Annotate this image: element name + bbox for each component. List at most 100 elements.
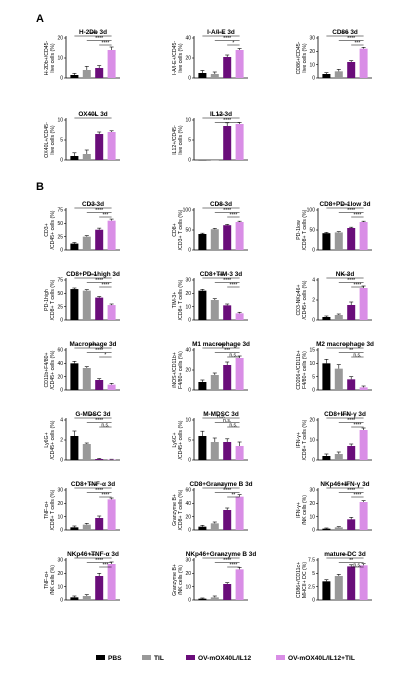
sig-label: ****	[230, 212, 238, 218]
bar	[235, 313, 244, 320]
bar	[107, 459, 116, 460]
y-axis-label-line: /CD8+ T cells (%)	[50, 489, 56, 530]
bar	[322, 363, 331, 390]
y-axis-label-line: live cells (%)	[178, 43, 184, 72]
bar	[107, 384, 116, 390]
y-tick-label: 40	[185, 348, 191, 354]
bar	[198, 526, 207, 530]
y-tick-label: 5	[312, 374, 315, 380]
bar	[334, 527, 343, 530]
bar	[347, 379, 356, 390]
sig-label: ****	[354, 422, 362, 428]
chart: CD8+TIM-3 3d TIM-3+/CD8+ T cells (%) 0 10 20…	[172, 271, 248, 324]
y-axis-label-line: /CD8+ T cells (%)	[178, 489, 184, 530]
bar	[107, 564, 116, 600]
y-tick-label: 0	[312, 598, 315, 604]
sig-label: ****	[89, 343, 97, 349]
y-axis-label-line: F4/80+ cells (%)	[302, 351, 308, 389]
sig-label: ****	[230, 282, 238, 288]
y-tick-label: 2	[312, 298, 315, 304]
y-tick-label: 4	[60, 418, 63, 424]
y-axis-label-line: IFN-γ+	[296, 502, 302, 518]
bar	[322, 74, 331, 78]
chart: mature DC 3d CD86+/CD11c+MHCII+ DC (%) 0 2.…	[296, 551, 372, 604]
bar	[198, 73, 207, 78]
bar	[223, 57, 232, 78]
sig-label: ****	[341, 553, 349, 559]
sig-label: ****	[341, 203, 349, 209]
y-tick-label: 0	[188, 318, 191, 324]
sig-label: n.s.	[101, 422, 109, 428]
bar	[334, 576, 343, 600]
y-axis-label: CD8+/CD3+ T cells (%)	[172, 209, 184, 250]
y-tick-label: 0	[188, 388, 191, 394]
bar	[210, 300, 219, 320]
bar	[95, 297, 104, 320]
chart: CD8+TNF-α 3d TNF-α+/CD8+ T cells (%) 0 10 20…	[44, 481, 120, 534]
y-axis-label-line: CD206+/CD11b+	[296, 350, 302, 389]
bar	[95, 68, 104, 78]
y-tick-label: 0	[60, 598, 63, 604]
y-tick-label: 50	[57, 221, 63, 227]
y-tick-label: 10	[185, 118, 191, 124]
sig-label: ***	[102, 562, 108, 568]
y-axis-label: IL12+/CD45-live cells (%)	[172, 125, 184, 155]
sig-label: ****	[95, 278, 103, 284]
y-axis-label: Granzyme B+/CD8+ T cells (%)	[172, 489, 184, 530]
bar	[347, 228, 356, 250]
y-axis-label-line: CD3-NKp46+	[296, 285, 302, 316]
y-tick-label: 0	[188, 458, 191, 464]
y-tick-label: 4	[312, 278, 315, 284]
y-tick-label: 10	[57, 56, 63, 62]
y-axis-label: iNOS+/CD11b+F4/80+ cells (%)	[172, 351, 184, 389]
chart-title: CD8+PD-1high 3d	[66, 271, 120, 278]
sig-label: **	[349, 558, 353, 564]
bar	[322, 528, 331, 530]
sig-label: ****	[223, 208, 231, 214]
y-tick-label: 30	[57, 488, 63, 494]
y-axis-label-line: IL12+/CD45-	[172, 125, 178, 155]
bar	[347, 305, 356, 320]
y-axis-label: Granzyme B+/NK cells (%)	[172, 564, 184, 596]
bar	[322, 456, 331, 460]
sig-label: ****	[217, 31, 225, 37]
chart-title: CD8+TIM-3 3d	[200, 271, 243, 278]
y-axis-label: IFN-γ+/CD8+ T cells (%)	[296, 419, 308, 460]
y-axis-label-line: F4/80+ cells (%)	[178, 351, 184, 389]
y-axis-label-line: /NK cells (%)	[178, 565, 184, 595]
sig-label: ****	[341, 413, 349, 419]
bar	[107, 132, 116, 160]
chart-title: CD8 3d	[210, 201, 232, 208]
bar	[334, 71, 343, 78]
chart: NKp46+IFN-γ 3d IFN-γ+/NK cells (%) 0 10 20 30…	[296, 481, 372, 534]
sig-label: ****	[347, 488, 355, 494]
bar	[70, 527, 79, 530]
chart: CD8+PD-1high 3d PD-1high/CD8+ T cells (%)…	[44, 271, 120, 324]
chart: CD8+Granzyme B 3d Granzyme B+/CD8+ T cell…	[172, 481, 253, 534]
y-tick-label: 20	[185, 368, 191, 374]
bar	[359, 387, 368, 390]
bar	[210, 442, 219, 460]
sig-label: n.s.	[229, 422, 237, 428]
sig-label: ****	[223, 558, 231, 564]
y-tick-label: 10	[57, 584, 63, 590]
bar	[223, 365, 232, 390]
sig-label: ****	[95, 418, 103, 424]
legend-swatch	[276, 655, 285, 660]
sig-label: ***	[342, 343, 348, 349]
chart: NKp46+TNF-α 3d TNF-α+/NK cells (%) 0 10 20 30…	[44, 551, 120, 604]
y-axis-label-line: /NK cells (%)	[302, 495, 308, 525]
y-tick-label: 0	[312, 458, 315, 464]
bar	[359, 502, 368, 530]
y-tick-label: 60	[185, 488, 191, 494]
chart-title: CD8+TNF-α 3d	[71, 481, 115, 488]
y-axis-label-line: live cells (%)	[50, 43, 56, 72]
y-tick-label: 20	[309, 49, 315, 55]
bar	[210, 229, 219, 250]
bar	[235, 446, 244, 460]
bar	[359, 288, 368, 320]
sig-label: n.s.	[353, 352, 361, 358]
bar	[107, 220, 116, 250]
